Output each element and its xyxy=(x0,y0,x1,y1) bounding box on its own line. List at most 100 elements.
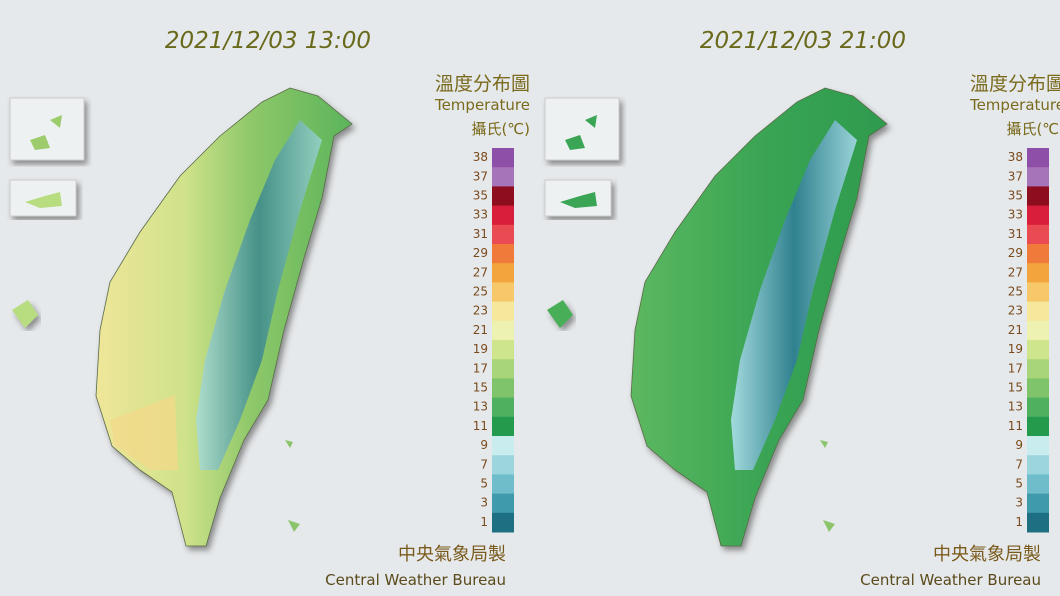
legend-tick-label: 38 xyxy=(1008,150,1023,164)
legend-swatch xyxy=(1027,397,1049,418)
credit-zh: 中央氣象局製 xyxy=(398,544,506,565)
inset-island xyxy=(25,192,62,208)
legend-swatch xyxy=(1027,301,1049,322)
legend-swatch xyxy=(1027,263,1049,283)
legend-swatch xyxy=(492,224,514,245)
legend-swatch xyxy=(1027,436,1049,456)
legend-swatch xyxy=(1027,493,1049,514)
legend-tick-label: 15 xyxy=(473,381,488,395)
legend-swatch xyxy=(1027,167,1049,187)
legend-swatch xyxy=(1027,455,1049,475)
legend-swatch xyxy=(1027,224,1049,245)
legend-swatch xyxy=(492,320,514,341)
legend-tick-label: 5 xyxy=(1015,477,1023,491)
legend-swatch xyxy=(1027,186,1049,207)
legend-swatch xyxy=(492,282,514,303)
legend-title: 溫度分布圖 xyxy=(435,73,530,95)
legend-swatch xyxy=(1027,340,1049,360)
legend-swatch xyxy=(1027,244,1049,264)
legend-tick-label: 13 xyxy=(473,400,488,414)
inset-box xyxy=(544,97,620,161)
mountains xyxy=(196,120,322,470)
legend-swatch xyxy=(492,474,514,495)
legend-tick-label: 25 xyxy=(473,285,488,299)
legend-tick-label: 33 xyxy=(1008,208,1023,222)
penghu xyxy=(547,300,573,328)
warm-southwest xyxy=(110,395,178,470)
credit-en: Central Weather Bureau xyxy=(325,571,506,589)
legend-swatch xyxy=(492,301,514,322)
legend-subtitle: Temperature xyxy=(969,96,1060,114)
legend-tick-label: 31 xyxy=(1008,227,1023,241)
legend-swatch xyxy=(1027,378,1049,399)
legend-tick-label: 38 xyxy=(473,150,488,164)
legend-swatch xyxy=(1027,205,1049,226)
legend-swatch xyxy=(492,512,514,533)
legend-tick-label: 17 xyxy=(473,361,488,375)
legend-tick-label: 23 xyxy=(473,304,488,318)
legend-tick-label: 27 xyxy=(473,265,488,279)
legend-swatch xyxy=(492,205,514,226)
legend-tick-label: 19 xyxy=(473,342,488,356)
legend-swatch xyxy=(492,186,514,207)
legend-tick-label: 31 xyxy=(473,227,488,241)
legend-tick-label: 3 xyxy=(1015,496,1023,510)
legend-tick-label: 15 xyxy=(1008,381,1023,395)
legend-swatch xyxy=(492,167,514,187)
legend-tick-label: 13 xyxy=(1008,400,1023,414)
legend-tick-label: 33 xyxy=(473,208,488,222)
legend-swatch xyxy=(492,244,514,264)
legend-swatch xyxy=(492,493,514,514)
legend-swatch xyxy=(492,455,514,475)
legend-swatch xyxy=(1027,282,1049,303)
mountains xyxy=(731,120,857,470)
credit-en: Central Weather Bureau xyxy=(860,571,1041,589)
legend-tick-label: 9 xyxy=(1015,438,1023,452)
legend-subtitle: Temperature xyxy=(434,96,530,114)
legend-tick-label: 11 xyxy=(1008,419,1023,433)
legend-tick-label: 21 xyxy=(473,323,488,337)
legend-swatch xyxy=(1027,148,1049,168)
legend-tick-label: 29 xyxy=(1008,246,1023,260)
legend-swatch xyxy=(1027,359,1049,379)
legend-tick-label: 1 xyxy=(1015,515,1023,529)
legend-swatch xyxy=(492,397,514,418)
legend-tick-label: 21 xyxy=(1008,323,1023,337)
legend-tick-label: 35 xyxy=(473,189,488,203)
legend-tick-label: 37 xyxy=(1008,169,1023,183)
legend-swatch xyxy=(1027,320,1049,341)
legend-swatch xyxy=(492,263,514,283)
legend-swatch xyxy=(492,340,514,360)
legend-swatch xyxy=(492,416,514,437)
inset-box xyxy=(9,97,85,161)
legend-tick-label: 27 xyxy=(1008,265,1023,279)
legend-tick-label: 19 xyxy=(1008,342,1023,356)
legend-tick-label: 17 xyxy=(1008,361,1023,375)
legend-tick-label: 5 xyxy=(480,477,488,491)
legend-tick-label: 9 xyxy=(480,438,488,452)
legend-swatch xyxy=(1027,512,1049,533)
timestamp: 2021/12/03 13:00 xyxy=(165,28,371,54)
legend-swatch xyxy=(1027,416,1049,437)
legend-tick-label: 3 xyxy=(480,496,488,510)
legend-tick-label: 35 xyxy=(1008,189,1023,203)
legend-tick-label: 7 xyxy=(480,457,488,471)
legend-swatch xyxy=(492,359,514,379)
legend-swatch xyxy=(1027,474,1049,495)
inset-island xyxy=(30,115,62,150)
panels: 2021/12/03 13:00溫度分布圖Temperature攝氏(℃)383… xyxy=(9,28,1060,589)
legend-title: 溫度分布圖 xyxy=(970,73,1060,95)
legend-swatch xyxy=(492,436,514,456)
legend-swatch xyxy=(492,378,514,399)
inset-island xyxy=(565,115,597,150)
legend-unit: 攝氏(℃) xyxy=(471,120,530,138)
credit-zh: 中央氣象局製 xyxy=(933,544,1041,565)
penghu xyxy=(12,300,38,328)
legend-tick-label: 1 xyxy=(480,515,488,529)
inset-box xyxy=(544,179,612,217)
timestamp: 2021/12/03 21:00 xyxy=(700,28,906,54)
legend-tick-label: 25 xyxy=(1008,285,1023,299)
legend-unit: 攝氏(℃) xyxy=(1006,120,1060,138)
